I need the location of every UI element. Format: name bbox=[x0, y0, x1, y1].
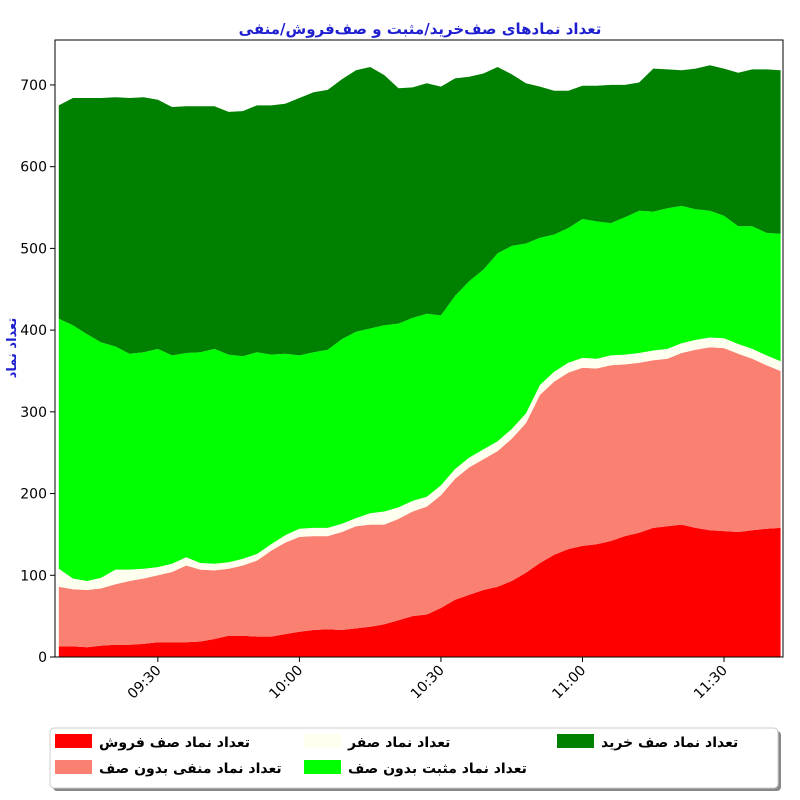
legend-label: تعداد نماد صف خرید bbox=[601, 735, 738, 751]
area-series-5 bbox=[58, 65, 781, 357]
x-tick-label: 10:00 bbox=[266, 663, 306, 703]
legend-swatch bbox=[304, 760, 341, 774]
y-tick-label: 100 bbox=[20, 568, 47, 584]
x-tick-label: 11:30 bbox=[691, 663, 731, 703]
legend-label: تعداد نماد صفر bbox=[347, 735, 450, 751]
y-tick-label: 0 bbox=[38, 650, 47, 666]
y-tick-label: 500 bbox=[20, 241, 47, 257]
area-series-1 bbox=[58, 524, 781, 657]
y-tick-label: 200 bbox=[20, 487, 47, 503]
legend-swatch bbox=[557, 734, 594, 748]
area-layers bbox=[58, 65, 781, 657]
legend-label: تعداد نماد منفی بدون صف bbox=[99, 761, 282, 777]
x-tick-label: 09:30 bbox=[125, 663, 165, 703]
y-tick-label: 300 bbox=[20, 405, 47, 421]
x-axis: 09:30 10:00 10:30 11:00 11:30 bbox=[125, 657, 731, 702]
y-tick-label: 700 bbox=[20, 78, 47, 94]
legend: تعداد نماد صف فروش تعداد نماد منفی بدون ص… bbox=[49, 727, 781, 791]
y-axis: 0 100 200 300 400 500 600 700 bbox=[20, 78, 55, 666]
legend-swatch bbox=[304, 734, 341, 748]
legend-label: تعداد نماد صف فروش bbox=[99, 735, 250, 751]
y-axis-label: تعداد نماد bbox=[5, 318, 20, 379]
y-tick-label: 600 bbox=[20, 160, 47, 176]
legend-box bbox=[49, 727, 779, 789]
y-tick-label: 400 bbox=[20, 323, 47, 339]
legend-swatch bbox=[55, 734, 92, 748]
area-series-4 bbox=[58, 205, 781, 581]
plot-frame bbox=[54, 39, 784, 658]
x-tick-label: 11:00 bbox=[549, 663, 589, 703]
x-tick-label: 10:30 bbox=[408, 663, 448, 703]
area-series-2 bbox=[58, 347, 781, 648]
legend-swatch bbox=[55, 760, 92, 774]
chart-title: تعداد نمادهای صف‌خرید/مثبت و صف‌فروش/منف… bbox=[239, 20, 602, 38]
legend-label: تعداد نماد مثبت بدون صف bbox=[348, 761, 527, 777]
